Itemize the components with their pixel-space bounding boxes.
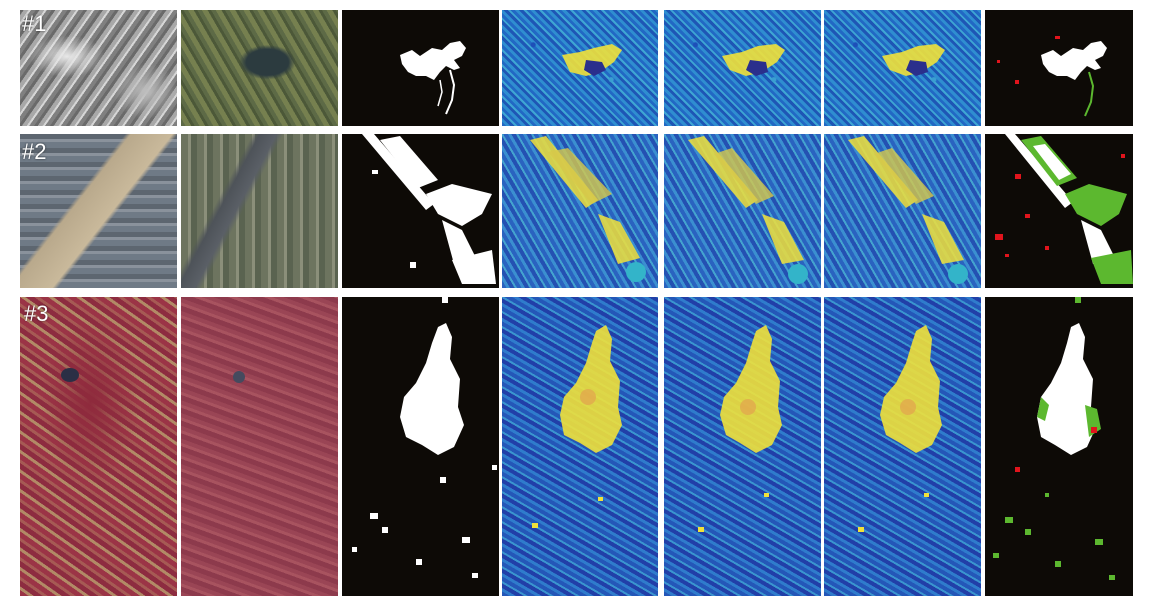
row1-error-map — [985, 10, 1133, 126]
row3-change-map-a — [502, 297, 658, 596]
row3-post-image — [181, 297, 338, 596]
row3-change-map-b — [664, 297, 821, 596]
row1-change-map-b — [664, 10, 821, 126]
row3-change-map-c — [824, 297, 981, 596]
row2-change-map-b — [664, 134, 821, 288]
row1-change-map-c — [824, 10, 981, 126]
row3-label: #3 — [24, 301, 49, 326]
row2-change-map-c — [824, 134, 981, 288]
row2-label: #2 — [22, 139, 47, 164]
row2-ground-truth — [342, 134, 499, 288]
row3-error-map — [985, 297, 1133, 596]
row3-pre-image — [20, 297, 177, 596]
row1-change-map-a — [502, 10, 658, 126]
row2-pre-image — [20, 134, 177, 288]
row3-ground-truth — [342, 297, 499, 596]
row1-sar-image — [20, 10, 177, 126]
row2-error-map — [985, 134, 1133, 288]
row2-post-image — [181, 134, 338, 288]
row1-optical-image — [181, 10, 338, 126]
row1-ground-truth — [342, 10, 499, 126]
row1-label: #1 — [22, 11, 47, 36]
row2-change-map-a — [502, 134, 658, 288]
